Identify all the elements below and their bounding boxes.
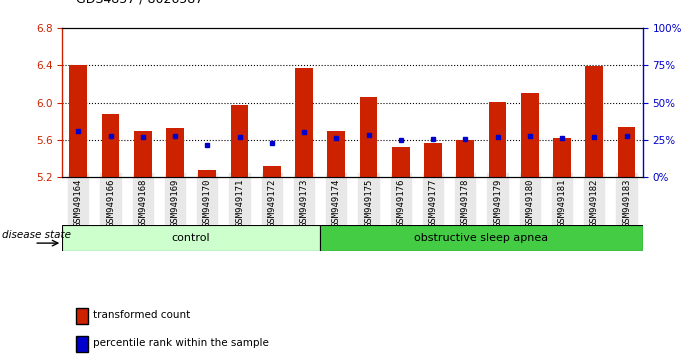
Bar [166, 128, 184, 177]
Bar [328, 131, 346, 177]
Bar [102, 114, 120, 177]
Text: GDS4857 / 8026587: GDS4857 / 8026587 [76, 0, 203, 5]
Bar [263, 166, 281, 177]
Bar [392, 147, 410, 177]
Bar [489, 102, 507, 177]
Bar [585, 67, 603, 177]
Text: percentile rank within the sample: percentile rank within the sample [93, 338, 269, 348]
Text: obstructive sleep apnea: obstructive sleep apnea [415, 233, 549, 243]
FancyBboxPatch shape [320, 225, 643, 251]
FancyBboxPatch shape [62, 225, 320, 251]
Text: control: control [172, 233, 211, 243]
Bar [618, 127, 636, 177]
Bar [424, 143, 442, 177]
Bar [231, 104, 249, 177]
Bar [69, 64, 87, 177]
Bar [295, 68, 313, 177]
Bar [456, 140, 474, 177]
Bar [134, 131, 152, 177]
Bar [198, 171, 216, 177]
Bar [359, 97, 377, 177]
Bar [553, 138, 571, 177]
Bar [521, 93, 539, 177]
Text: transformed count: transformed count [93, 310, 191, 320]
Text: disease state: disease state [2, 229, 71, 240]
